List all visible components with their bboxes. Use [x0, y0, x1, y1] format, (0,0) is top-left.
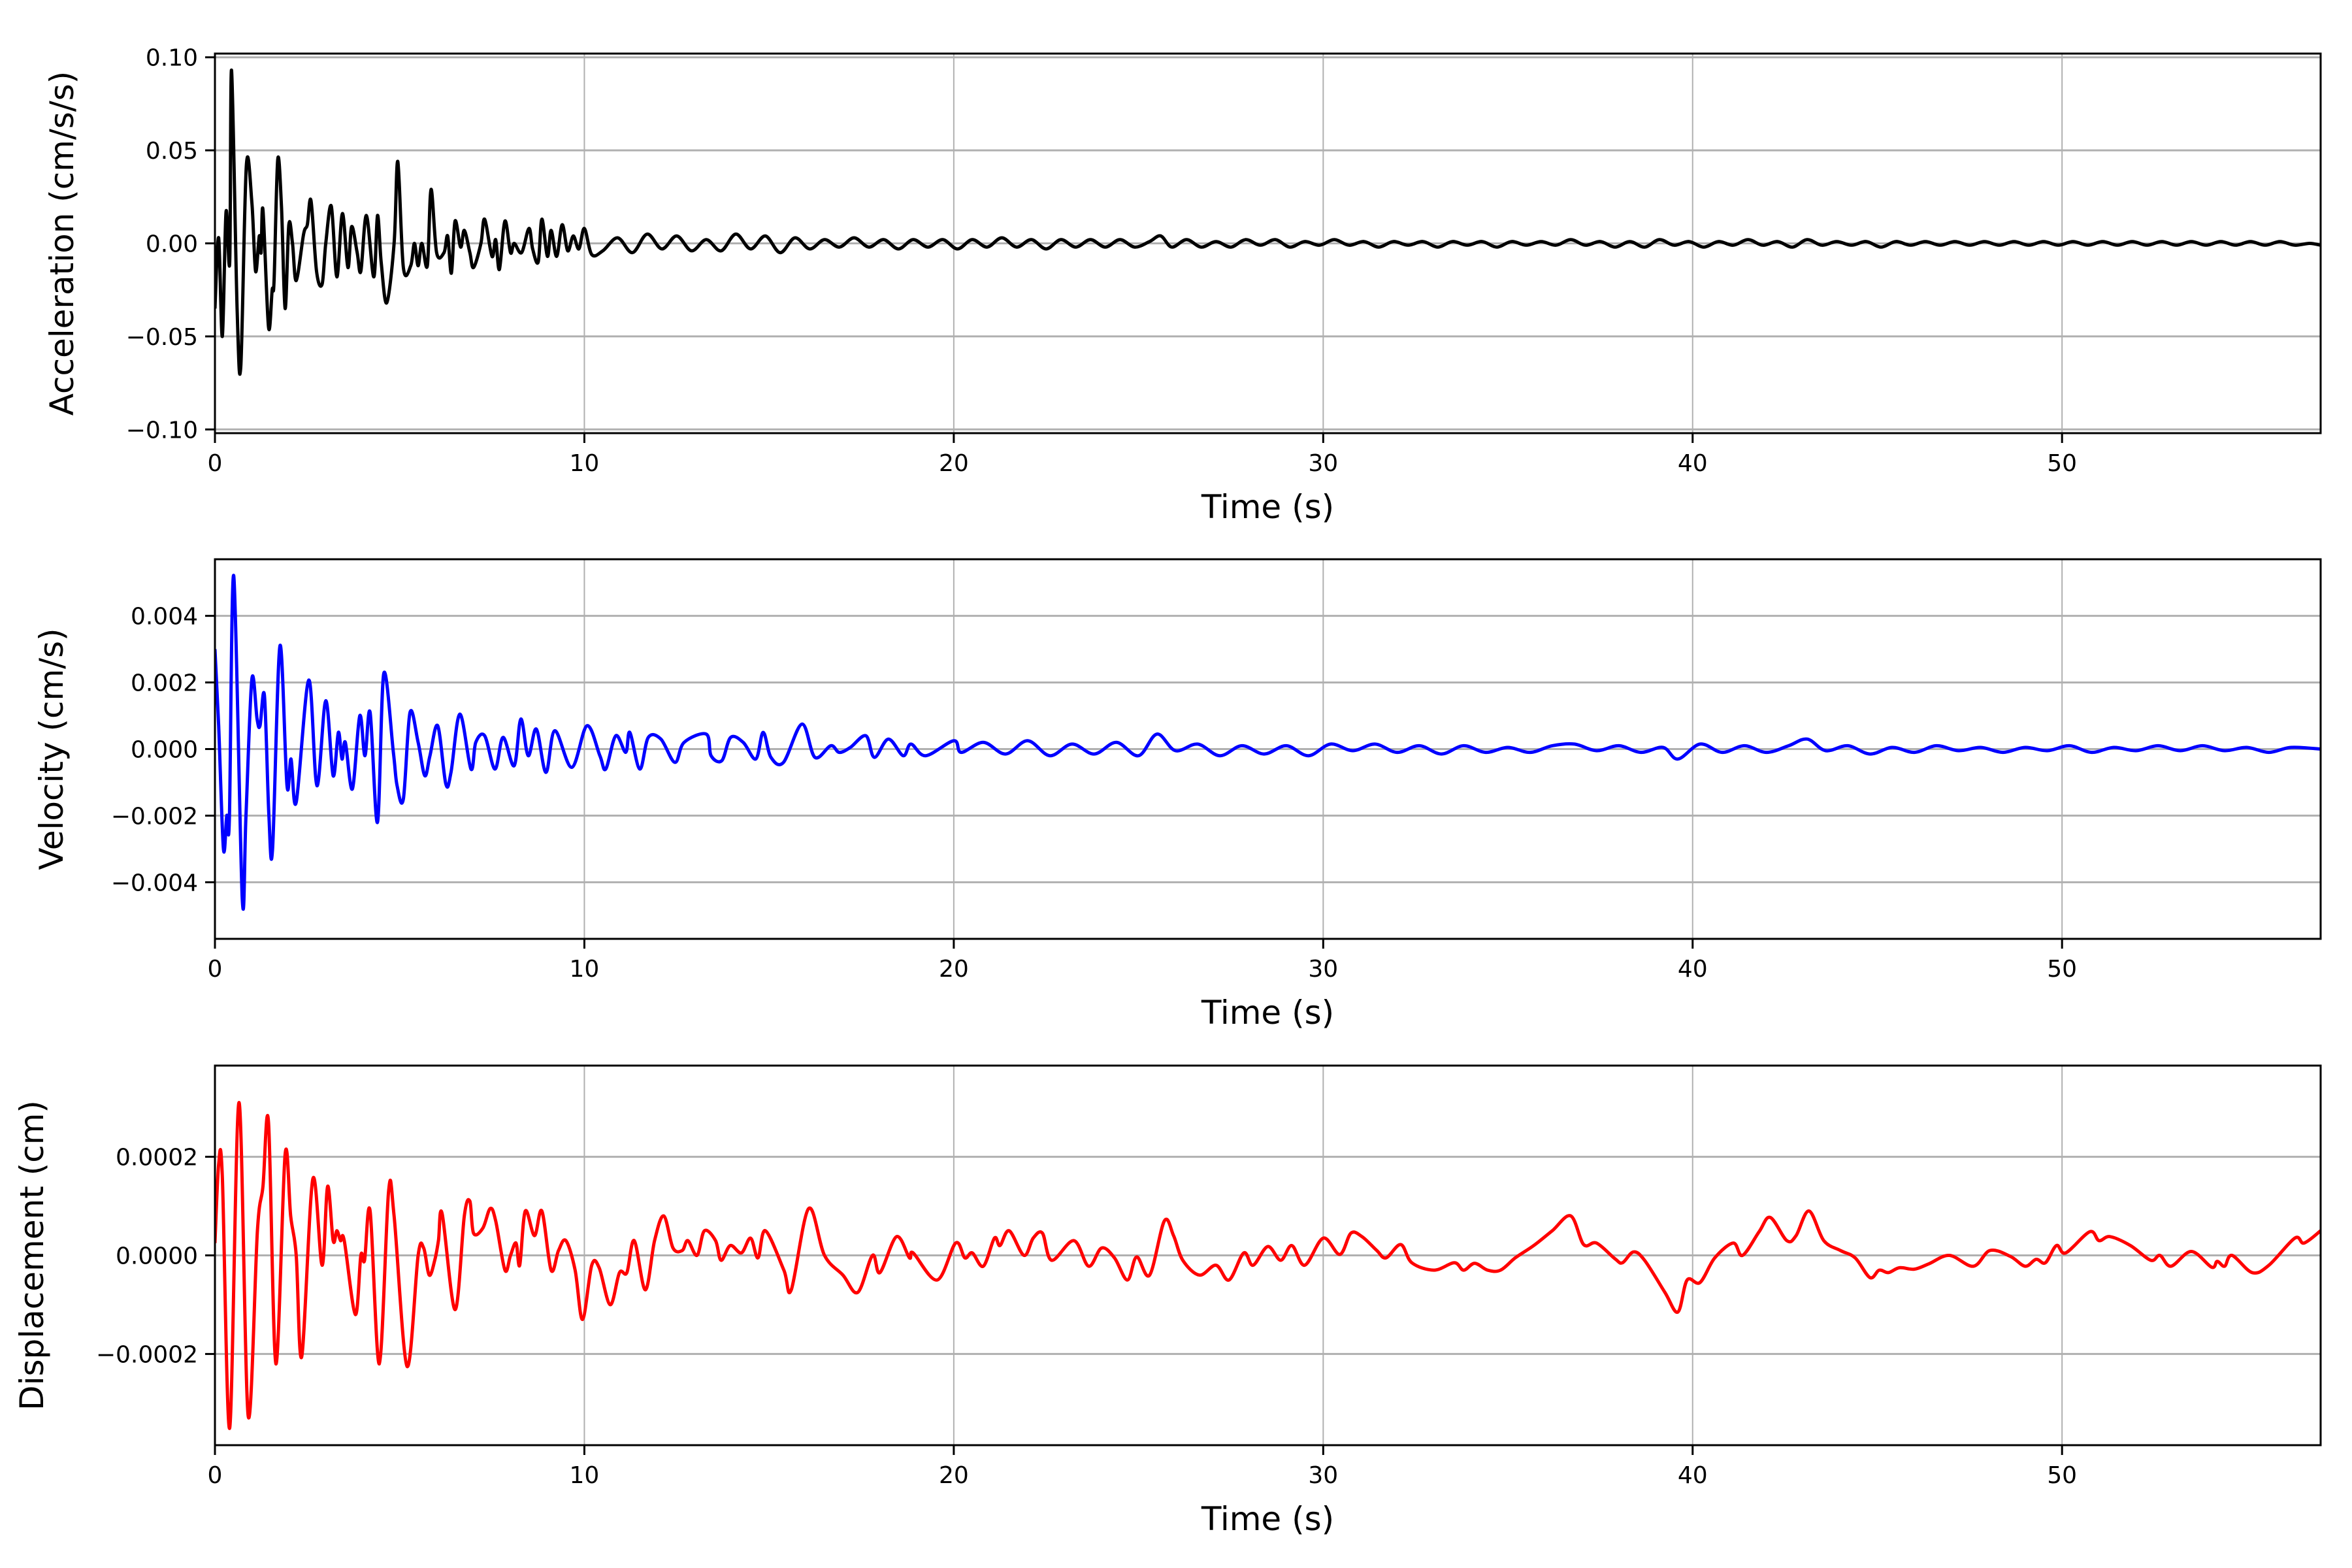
- velocity-series-line: [215, 574, 2321, 911]
- displacement-xtick-label: 40: [1678, 1462, 1708, 1489]
- displacement-ytick-label: −0.0002: [96, 1341, 198, 1368]
- velocity-xtick-label: 30: [1308, 956, 1338, 983]
- displacement-xtick-label: 50: [2047, 1462, 2077, 1489]
- displacement-xtick-label: 20: [939, 1462, 969, 1489]
- acceleration-axes: 0 10 20 30 40 50 0.10 0.05 0.00 −0.05 −0.10 Time (s…: [43, 45, 2322, 526]
- velocity-ytick-label: 0.002: [131, 670, 198, 697]
- velocity-axes: 0 10 20 30 40 50 0.004 0.002 0.000 −0.002 −0.004 Ti…: [33, 558, 2322, 1032]
- displacement-axes: 0 10 20 30 40 50 0.0002 0.0000 −0.0002 Time (s) Di…: [13, 1064, 2322, 1538]
- velocity-ytick-label: 0.004: [131, 604, 198, 630]
- velocity-ytick-label: 0.000: [131, 737, 198, 764]
- displacement-xtick-label: 30: [1308, 1462, 1338, 1489]
- velocity-ytick-label: −0.002: [111, 803, 198, 830]
- velocity-xtick-label: 20: [939, 956, 969, 983]
- displacement-yaxis-label: Displacement (cm): [13, 1100, 51, 1411]
- displacement-ytick-label: 0.0002: [116, 1145, 198, 1171]
- acceleration-xtick-label: 10: [570, 450, 600, 477]
- displacement-xaxis-label: Time (s): [1201, 1500, 1334, 1538]
- displacement-xtick-label: 10: [570, 1462, 600, 1489]
- acceleration-xtick-label: 50: [2047, 450, 2077, 477]
- acceleration-ytick-label: 0.05: [146, 138, 198, 165]
- velocity-yaxis-label: Velocity (cm/s): [33, 628, 71, 870]
- acceleration-xaxis-label: Time (s): [1201, 488, 1334, 526]
- velocity-xaxis-label: Time (s): [1201, 994, 1334, 1032]
- acceleration-xtick-label: 40: [1678, 450, 1708, 477]
- acceleration-yaxis-label: Acceleration (cm/s/s): [43, 71, 81, 416]
- acceleration-ytick-label: 0.10: [146, 45, 198, 72]
- acceleration-xtick-label: 0: [208, 450, 223, 477]
- acceleration-xtick-label: 30: [1308, 450, 1338, 477]
- velocity-xtick-label: 40: [1678, 956, 1708, 983]
- acceleration-xtick-label: 20: [939, 450, 969, 477]
- displacement-ytick-label: 0.0000: [116, 1243, 198, 1270]
- velocity-xtick-label: 10: [570, 956, 600, 983]
- displacement-series-line: [215, 1101, 2321, 1430]
- acceleration-ytick-label: −0.05: [126, 324, 198, 351]
- velocity-xtick-label: 50: [2047, 956, 2077, 983]
- velocity-ytick-label: −0.004: [111, 870, 198, 896]
- displacement-xtick-label: 0: [208, 1462, 223, 1489]
- acceleration-ytick-label: −0.10: [126, 417, 198, 444]
- acceleration-series-line: [215, 69, 2321, 376]
- velocity-xtick-label: 0: [208, 956, 223, 983]
- acceleration-ytick-label: 0.00: [146, 231, 198, 258]
